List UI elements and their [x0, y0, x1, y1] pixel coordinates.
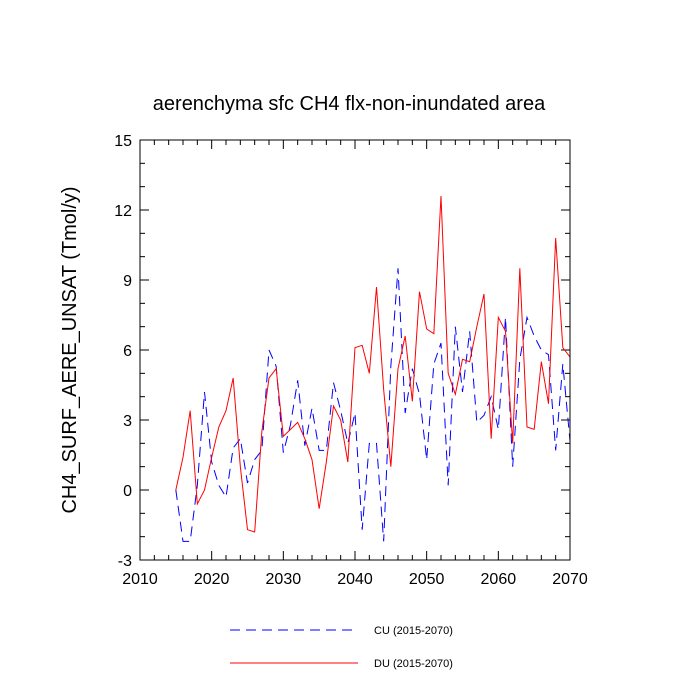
y-tick-label-3: 3 [123, 413, 132, 430]
x-tick-label-2050: 2050 [409, 571, 445, 588]
x-tick-label-2060: 2060 [481, 571, 517, 588]
y-tick-label-12: 12 [114, 203, 132, 220]
chart-title: aerenchyma sfc CH4 flx-non-inundated are… [153, 93, 546, 115]
y-tick-label-0: 0 [123, 483, 132, 500]
axis-ticks: 2010 2020 2030 2040 2050 2060 2070 -3 0 3 6 9 12 15 [114, 133, 588, 588]
legend-label-du: DU (2015-2070) [374, 658, 453, 670]
y-axis-title: CH4_SURF_AERE_UNSAT (Tmol/y) [59, 186, 81, 513]
y-tick-label-6: 6 [123, 343, 132, 360]
plot-frame [139, 139, 571, 561]
legend: CU (2015-2070) DU (2015-2070) [230, 625, 453, 670]
x-tick-label-2040: 2040 [337, 571, 373, 588]
legend-label-cu: CU (2015-2070) [374, 625, 453, 637]
y-tick-label-15: 15 [114, 133, 132, 150]
series-line-du [175, 195, 571, 533]
x-tick-label-2030: 2030 [266, 571, 302, 588]
x-tick-label-2070: 2070 [552, 571, 588, 588]
series-lines [175, 195, 571, 542]
series-line-cu [175, 268, 571, 542]
y-tick-label-9: 9 [123, 273, 132, 290]
x-tick-label-2020: 2020 [194, 571, 230, 588]
y-tick-label--3: -3 [118, 553, 132, 570]
x-tick-label-2010: 2010 [122, 571, 158, 588]
